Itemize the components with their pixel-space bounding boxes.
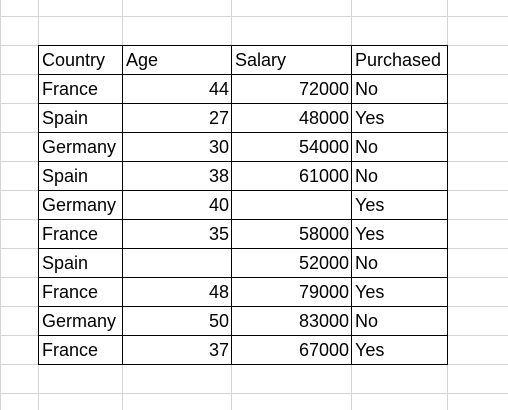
header-cell-salary[interactable]: Salary <box>231 45 352 75</box>
cell-salary[interactable]: 83000 <box>231 306 352 336</box>
cell-country[interactable]: Spain <box>38 103 123 133</box>
cell-purchased[interactable]: Yes <box>351 335 448 365</box>
cell-country[interactable]: Germany <box>38 190 123 220</box>
cell-salary[interactable]: 61000 <box>231 161 352 191</box>
header-cell-country[interactable]: Country <box>38 45 123 75</box>
table-row: Spain 38 61000 No <box>38 161 448 191</box>
cell-age[interactable]: 30 <box>122 132 232 162</box>
table-row: Spain 27 48000 Yes <box>38 103 448 133</box>
table-row: France 48 79000 Yes <box>38 277 448 307</box>
cell-salary[interactable]: 58000 <box>231 219 352 249</box>
cell-country[interactable]: Spain <box>38 161 123 191</box>
table-row: Germany 50 83000 No <box>38 306 448 336</box>
cell-purchased[interactable]: No <box>351 248 448 278</box>
header-cell-age[interactable]: Age <box>122 45 232 75</box>
cell-country[interactable]: France <box>38 277 123 307</box>
table-row: Germany 40 Yes <box>38 190 448 220</box>
cell-purchased[interactable]: No <box>351 161 448 191</box>
cell-purchased[interactable]: No <box>351 74 448 104</box>
cell-salary[interactable] <box>231 190 352 220</box>
cell-age[interactable] <box>122 248 232 278</box>
cell-salary[interactable]: 72000 <box>231 74 352 104</box>
table-row: France 37 67000 Yes <box>38 335 448 365</box>
table-row: Spain 52000 No <box>38 248 448 278</box>
cell-salary[interactable]: 54000 <box>231 132 352 162</box>
cell-country[interactable]: Spain <box>38 248 123 278</box>
cell-salary[interactable]: 79000 <box>231 277 352 307</box>
cell-country[interactable]: Germany <box>38 306 123 336</box>
cell-purchased[interactable]: No <box>351 132 448 162</box>
cell-purchased[interactable]: Yes <box>351 190 448 220</box>
cell-purchased[interactable]: Yes <box>351 219 448 249</box>
cell-age[interactable]: 50 <box>122 306 232 336</box>
table-row: France 44 72000 No <box>38 74 448 104</box>
cell-salary[interactable]: 67000 <box>231 335 352 365</box>
cell-purchased[interactable]: No <box>351 306 448 336</box>
cell-age[interactable]: 38 <box>122 161 232 191</box>
header-cell-purchased[interactable]: Purchased <box>351 45 448 75</box>
cell-purchased[interactable]: Yes <box>351 103 448 133</box>
cell-age[interactable]: 27 <box>122 103 232 133</box>
cell-country[interactable]: Germany <box>38 132 123 162</box>
cell-country[interactable]: France <box>38 74 123 104</box>
data-table: Country Age Salary Purchased France 44 7… <box>38 45 448 365</box>
table-row: Germany 30 54000 No <box>38 132 448 162</box>
cell-age[interactable]: 37 <box>122 335 232 365</box>
cell-country[interactable]: France <box>38 335 123 365</box>
cell-age[interactable]: 40 <box>122 190 232 220</box>
table-header-row: Country Age Salary Purchased <box>38 45 448 75</box>
table-row: France 35 58000 Yes <box>38 219 448 249</box>
cell-salary[interactable]: 48000 <box>231 103 352 133</box>
cell-age[interactable]: 44 <box>122 74 232 104</box>
cell-salary[interactable]: 52000 <box>231 248 352 278</box>
cell-country[interactable]: France <box>38 219 123 249</box>
cell-age[interactable]: 48 <box>122 277 232 307</box>
cell-age[interactable]: 35 <box>122 219 232 249</box>
cell-purchased[interactable]: Yes <box>351 277 448 307</box>
